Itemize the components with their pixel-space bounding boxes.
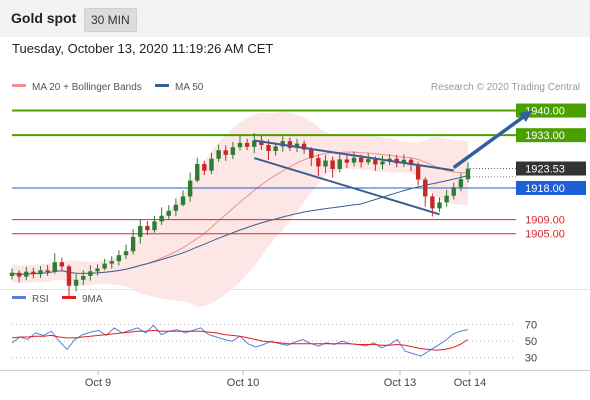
candle-body — [244, 142, 250, 147]
candle-body — [294, 143, 300, 148]
x-tick-label: Oct 13 — [384, 377, 416, 389]
candle-body — [123, 251, 129, 256]
chart-datetime: Tuesday, October 13, 2020 11:19:26 AM CE… — [12, 41, 274, 56]
candle-body — [116, 255, 122, 262]
rsi-ma-line — [11, 329, 469, 351]
legend-swatch-ma20 — [12, 84, 26, 87]
candle-body — [24, 271, 29, 277]
candle-body — [223, 150, 228, 155]
candle-body — [430, 196, 435, 209]
resistance-label-bg-1940-00 — [516, 103, 586, 118]
candle-body — [45, 270, 50, 273]
candle-body — [266, 145, 271, 152]
legend-swatch-ma50 — [155, 84, 169, 87]
ma50-line — [11, 175, 469, 276]
channel-lower-line — [253, 157, 440, 216]
resistance-label-1933-00: 1933.00 — [525, 130, 565, 142]
candle-body — [316, 158, 321, 167]
candle-body — [259, 140, 264, 146]
candle-body — [323, 160, 328, 167]
candle-body — [159, 215, 164, 222]
pivot-label-1918-00: 1918.00 — [525, 183, 565, 195]
resistance-label-1940-00: 1940.00 — [525, 106, 565, 118]
legend-label-ma20: MA 20 + Bollinger Bands — [32, 82, 142, 93]
legend-label-9ma: 9MA — [82, 294, 103, 305]
candle-body — [230, 147, 236, 155]
candle-body — [102, 263, 107, 269]
candle-body — [109, 261, 114, 264]
rsi-tick-70: 70 — [525, 320, 537, 332]
research-credit: Research © 2020 Trading Central — [431, 82, 580, 93]
candle-body — [9, 272, 15, 276]
rsi-tick-30: 30 — [525, 353, 537, 365]
candle-body — [344, 159, 350, 163]
candle-body — [373, 159, 378, 165]
forecast-arrow-head — [519, 110, 533, 122]
candle-body — [81, 275, 86, 280]
candle-body — [145, 225, 150, 231]
support-label-1905-00: 1905.00 — [525, 229, 565, 241]
resistance-label-bg-1933-00 — [516, 128, 586, 143]
candle-body — [423, 179, 428, 197]
rsi-tick-50: 50 — [525, 336, 537, 348]
candle-body — [437, 202, 442, 209]
current-price-label: 1923.53 — [525, 164, 565, 176]
candle-body — [358, 157, 364, 163]
legend-swatch-rsi — [12, 296, 26, 299]
candle-body — [38, 270, 43, 275]
candle-body — [52, 262, 57, 273]
candle-body — [166, 210, 171, 216]
candle-body — [138, 225, 143, 237]
candle-body — [152, 221, 157, 231]
candle-body — [273, 146, 278, 152]
x-tick-label: Oct 9 — [85, 377, 111, 389]
legend-label-ma50: MA 50 — [175, 82, 204, 93]
candle-body — [366, 159, 371, 163]
candle-body — [16, 272, 22, 277]
candle-body — [380, 161, 385, 165]
channel-upper-line — [254, 139, 454, 172]
candle-body — [351, 157, 357, 163]
candle-body — [73, 279, 79, 286]
candle-body — [180, 196, 186, 205]
candle-body — [202, 164, 207, 171]
chart-header: Gold spot 30 MIN — [0, 0, 590, 37]
candle-body — [415, 164, 421, 180]
candle-body — [66, 266, 72, 286]
candle-body — [330, 160, 335, 169]
candle-body — [451, 187, 456, 196]
candle-body — [465, 168, 471, 180]
candle-body — [458, 179, 464, 188]
candle-body — [88, 271, 93, 276]
x-tick-label: Oct 14 — [454, 377, 486, 389]
candle-body — [252, 140, 257, 147]
candle-body — [216, 150, 221, 159]
candle-body — [95, 268, 100, 272]
legend-swatch-9ma — [62, 296, 76, 299]
pivot-label-bg-1918-00 — [516, 180, 586, 195]
candle-body — [187, 180, 193, 197]
instrument-title: Gold spot — [11, 10, 77, 26]
candle-body — [301, 143, 307, 150]
x-tick-label: Oct 10 — [227, 377, 259, 389]
forecast-arrow-shaft — [452, 115, 525, 169]
legend-label-rsi: RSI — [32, 294, 49, 305]
candle-body — [59, 262, 65, 267]
support-label-1909-00: 1909.00 — [525, 215, 565, 227]
candle-body — [173, 204, 179, 211]
candle-body — [130, 236, 136, 252]
candle-body — [31, 271, 36, 275]
candle-body — [287, 141, 293, 148]
candle-body — [309, 149, 314, 159]
timeframe-badge[interactable]: 30 MIN — [84, 8, 137, 32]
candle-body — [209, 158, 214, 171]
candle-body — [444, 195, 449, 203]
candle-body — [408, 159, 414, 165]
candle-body — [237, 142, 243, 148]
current-price-bg — [516, 161, 586, 176]
candle-body — [337, 159, 342, 169]
candle-body — [401, 159, 407, 164]
candle-body — [195, 164, 200, 181]
